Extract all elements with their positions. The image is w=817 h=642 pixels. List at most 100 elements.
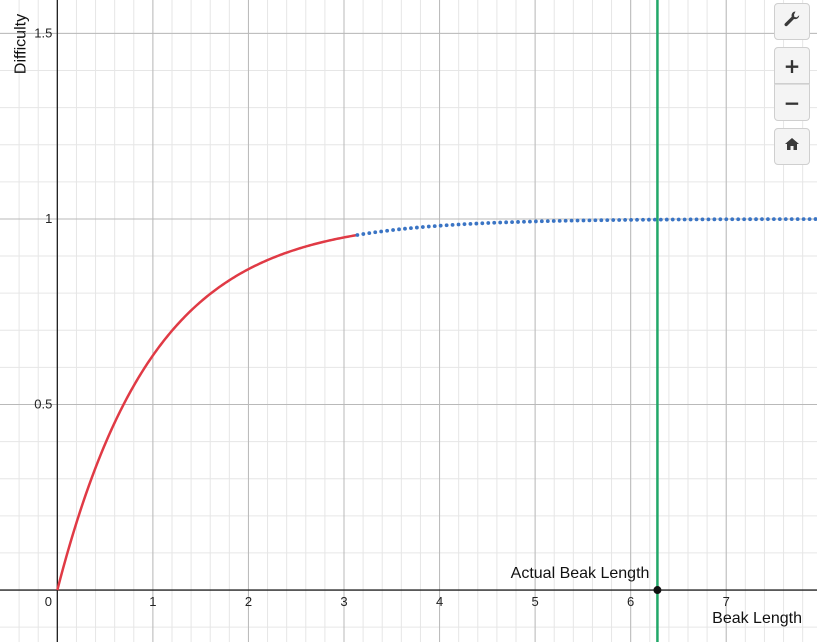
curve-dot — [498, 220, 503, 225]
curve-dot — [426, 224, 431, 229]
x-tick-label: 3 — [340, 594, 347, 609]
zoom-out-button[interactable]: − — [774, 84, 810, 121]
curve-dot — [623, 218, 628, 222]
curve-dot — [403, 226, 407, 231]
wrench-icon — [783, 10, 801, 33]
curve-dot — [700, 217, 705, 222]
curve-dot — [736, 217, 741, 222]
curve-dot — [599, 218, 604, 223]
home-icon — [784, 137, 800, 156]
curve-dot — [641, 217, 645, 222]
x-tick-label: 4 — [436, 594, 443, 609]
curve-dot — [760, 217, 764, 222]
curve-dot — [480, 221, 485, 226]
home-button[interactable] — [774, 128, 810, 165]
curve-dot — [789, 217, 794, 222]
actual-beak-length-point — [653, 586, 662, 595]
curve-dot — [724, 217, 729, 222]
curve-dot — [397, 227, 401, 232]
x-tick-label: 7 — [723, 594, 730, 609]
curve-dot — [569, 218, 574, 223]
curve-dot — [492, 220, 497, 225]
curve-dot — [688, 217, 693, 222]
curve-dot — [557, 218, 562, 223]
curve-dot — [432, 224, 437, 228]
curve-dot — [647, 217, 651, 222]
curve-dot — [486, 221, 491, 225]
curve-dot — [706, 217, 711, 222]
curve-dot — [510, 220, 514, 225]
curve-dot — [516, 220, 520, 224]
actual-beak-length-label: Actual Beak Length — [511, 565, 650, 582]
y-tick-label: 1.5 — [34, 25, 52, 40]
curve-dot — [593, 218, 598, 223]
curve-dot — [712, 217, 717, 222]
curve-dot — [551, 219, 556, 223]
curve-dot — [533, 219, 538, 224]
curve-dot — [801, 217, 806, 221]
curve-dot — [635, 217, 639, 222]
curve-dot — [355, 233, 360, 237]
curve-dot — [771, 217, 776, 222]
curve-dot — [528, 219, 532, 224]
x-axis-title: Beak Length — [712, 610, 802, 627]
curve-dot — [813, 217, 817, 221]
curves — [56, 217, 817, 591]
curve-dot — [409, 226, 413, 231]
curve-dot — [754, 217, 758, 222]
curve-dot — [748, 217, 752, 222]
curve-dot — [676, 217, 681, 222]
curve-dot — [581, 218, 586, 223]
curve-dot — [682, 217, 687, 222]
y-tick-label: 1 — [45, 211, 52, 226]
x-tick-label: 2 — [245, 594, 252, 609]
curve-dot — [456, 222, 461, 227]
curve-dot — [587, 218, 592, 223]
y-tick-label: 0.5 — [34, 396, 52, 411]
curve-dot — [694, 217, 699, 222]
curve-dot — [766, 217, 770, 222]
curve-dot — [468, 221, 473, 226]
curve-dot — [539, 219, 544, 224]
curve-dot — [807, 217, 812, 221]
curve-dot — [611, 218, 616, 222]
curve-dot — [730, 217, 735, 222]
curve-dot — [658, 217, 663, 222]
curve-dot — [563, 218, 568, 223]
curve-dot — [444, 223, 449, 228]
curve-dot — [385, 228, 390, 233]
curve-dot — [522, 219, 526, 224]
curve-dot — [373, 230, 378, 235]
curve-dot — [361, 232, 366, 236]
curve-dot — [504, 220, 509, 225]
x-tick-label: 6 — [627, 594, 634, 609]
curve-dot — [438, 223, 443, 228]
curve-dot — [783, 217, 788, 222]
curve-dot — [474, 221, 479, 226]
curve-dot — [670, 217, 675, 222]
curve-dot — [420, 225, 425, 229]
curve-dot — [391, 228, 395, 232]
zoom-in-icon: + — [783, 53, 801, 78]
curve-dot — [414, 225, 419, 230]
x-tick-label: 0 — [45, 594, 52, 609]
curve-dot — [777, 217, 782, 222]
curve-dot — [795, 217, 800, 222]
zoom-out-icon: − — [783, 90, 801, 115]
curve-dot — [664, 217, 669, 222]
curve-dot — [652, 217, 657, 222]
curve-dot — [367, 231, 372, 236]
y-axis-title: Difficulty — [12, 14, 29, 74]
curve-dot — [462, 222, 467, 227]
x-tick-label: 5 — [531, 594, 538, 609]
curve-dot — [617, 218, 622, 222]
dotted-curve-1 — [355, 217, 817, 237]
curve-dot — [450, 222, 455, 227]
zoom-in-button[interactable]: + — [774, 47, 810, 84]
settings-button[interactable] — [774, 3, 810, 40]
